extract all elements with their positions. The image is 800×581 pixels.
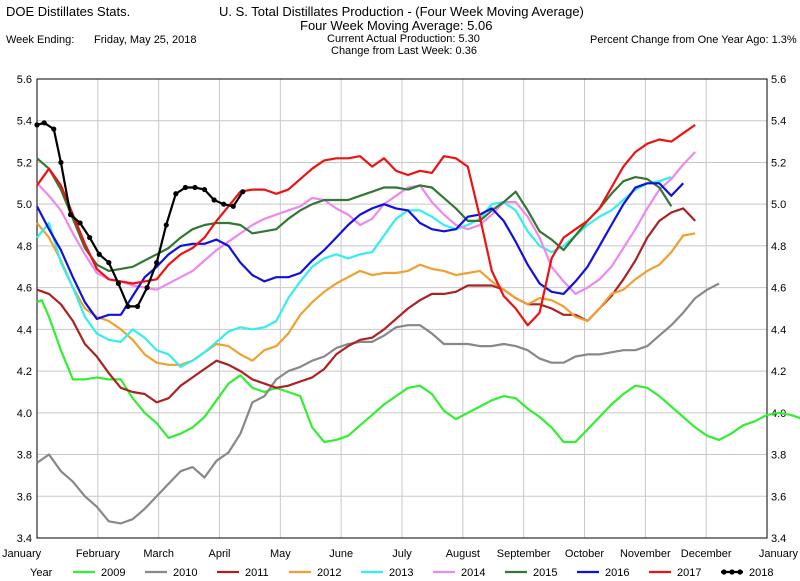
series-point-2018 — [77, 220, 83, 226]
y-tick-label-left: 3.8 — [17, 450, 32, 462]
y-tick-label-right: 4.4 — [771, 324, 786, 336]
y-tick-label-left: 5.6 — [17, 74, 32, 86]
series-point-2018 — [221, 201, 227, 207]
legend-label-2015: 2015 — [533, 567, 557, 579]
series-point-2018 — [182, 184, 188, 191]
x-tick-label: May — [270, 548, 291, 560]
four-week-average: Four Week Moving Average: 5.06 — [300, 18, 493, 33]
x-tick-label: January — [2, 548, 42, 560]
x-tick-label: November — [620, 548, 671, 560]
y-tick-label-right: 4.6 — [771, 283, 786, 295]
x-tick-label: April — [208, 548, 230, 560]
y-tick-label-left: 4.4 — [17, 324, 32, 336]
y-tick-label-right: 4.8 — [771, 241, 786, 253]
legend-label-2013: 2013 — [389, 567, 413, 579]
x-tick-label: March — [143, 548, 174, 560]
legend-title: Year — [30, 567, 53, 579]
y-tick-label-left: 5.4 — [17, 116, 32, 128]
series-line-2017 — [36, 123, 696, 327]
series-point-2018 — [154, 260, 160, 266]
series-point-2018 — [34, 122, 40, 128]
legend-label-2017: 2017 — [677, 567, 701, 579]
y-tick-label-left: 3.6 — [17, 491, 32, 503]
y-tick-label-right: 3.8 — [771, 450, 786, 462]
week-ending-value: Friday, May 25, 2018 — [94, 34, 197, 46]
series-line-2013 — [36, 176, 672, 368]
x-tick-label: August — [446, 548, 480, 560]
y-tick-label-left: 5.0 — [17, 199, 32, 211]
series-point-2018 — [192, 184, 198, 191]
x-tick-label: January — [759, 548, 799, 560]
series-point-2018 — [240, 189, 246, 195]
series-point-2018 — [51, 126, 57, 132]
legend-marker-2018 — [737, 569, 743, 575]
x-tick-label: June — [329, 548, 353, 560]
series-point-2018 — [87, 234, 93, 241]
series-line-2009 — [36, 299, 800, 444]
legend-label-2018: 2018 — [749, 567, 773, 579]
legend-label-2010: 2010 — [173, 567, 197, 579]
change-from-last-week: Change from Last Week: 0.36 — [331, 45, 477, 57]
series-point-2018 — [134, 303, 141, 310]
series-line-2012 — [36, 222, 696, 366]
series-point-2018 — [125, 303, 131, 310]
x-tick-label: September — [497, 548, 551, 560]
legend-label-2012: 2012 — [317, 567, 341, 579]
chart-title: U. S. Total Distillates Production - (Fo… — [219, 4, 584, 19]
plot-frame — [36, 78, 768, 539]
y-tick-label-right: 5.0 — [771, 199, 786, 211]
y-tick-label-left: 4.0 — [17, 408, 32, 420]
series-line-2015 — [36, 157, 673, 272]
y-tick-label-left: 4.6 — [17, 283, 32, 295]
y-tick-label-right: 3.4 — [771, 533, 786, 545]
week-ending-label: Week Ending: — [6, 34, 75, 46]
legend-marker-2018 — [721, 569, 727, 575]
series-point-2018 — [201, 186, 208, 193]
series-point-2018 — [230, 203, 236, 209]
percent-change: Percent Change from One Year Ago: 1.3% — [590, 34, 797, 46]
y-tick-label-right: 5.6 — [771, 74, 786, 86]
series-point-2018 — [144, 285, 150, 291]
y-tick-label-left: 4.8 — [17, 241, 32, 253]
y-tick-label-left: 3.4 — [17, 533, 32, 545]
series-point-2018 — [211, 197, 217, 203]
y-tick-label-right: 4.2 — [771, 366, 786, 378]
left-title: DOE Distillates Stats. — [6, 4, 131, 19]
current-actual-production: Current Actual Production: 5.30 — [327, 33, 480, 45]
series-line-2010 — [36, 282, 720, 525]
y-tick-label-right: 5.2 — [771, 157, 786, 169]
x-tick-label: October — [565, 548, 604, 560]
series-point-2018 — [96, 251, 102, 257]
legend-label-2016: 2016 — [605, 567, 629, 579]
series-point-2018 — [106, 260, 112, 266]
y-tick-label-left: 5.2 — [17, 157, 32, 169]
x-tick-label: December — [681, 548, 732, 560]
legend-marker-2018 — [729, 569, 735, 575]
legend-label-2011: 2011 — [245, 567, 269, 579]
y-tick-label-right: 5.4 — [771, 116, 786, 128]
series-point-2018 — [41, 120, 47, 126]
series-point-2018 — [173, 191, 179, 197]
series-point-2018 — [115, 280, 121, 287]
legend-label-2009: 2009 — [101, 567, 125, 579]
legend-label-2014: 2014 — [461, 567, 485, 579]
y-tick-label-left: 4.2 — [17, 366, 32, 378]
x-tick-label: February — [76, 548, 121, 560]
series-point-2018 — [163, 222, 169, 228]
series-point-2018 — [67, 212, 74, 218]
series-line-2016 — [36, 182, 684, 320]
series-point-2018 — [58, 159, 64, 166]
y-tick-label-right: 3.6 — [771, 491, 786, 503]
x-tick-label: July — [392, 548, 412, 560]
